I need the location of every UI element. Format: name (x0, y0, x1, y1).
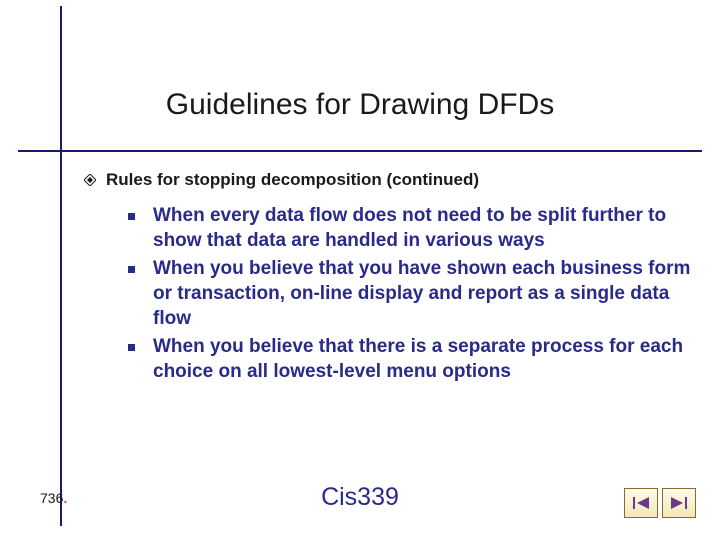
list-item: When you believe that you have shown eac… (128, 257, 694, 331)
square-bullet-icon (128, 266, 135, 273)
list-item-text: When you believe that you have shown eac… (153, 257, 694, 331)
level1-item: Rules for stopping decomposition (contin… (84, 170, 694, 190)
footer-brand: Cis339 (0, 483, 720, 512)
content-area: Rules for stopping decomposition (contin… (84, 170, 694, 389)
list-item-text: When every data flow does not need to be… (153, 204, 694, 253)
list-item: When you believe that there is a separat… (128, 335, 694, 384)
square-bullet-icon (128, 213, 135, 220)
list-item-text: When you believe that there is a separat… (153, 335, 694, 384)
arrow-left-icon (632, 495, 650, 511)
level2-list: When every data flow does not need to be… (128, 204, 694, 385)
vertical-divider (60, 6, 62, 526)
square-bullet-icon (128, 344, 135, 351)
diamond-bullet-icon (84, 174, 96, 186)
prev-button[interactable] (624, 488, 658, 518)
nav-buttons (624, 488, 696, 518)
next-button[interactable] (662, 488, 696, 518)
slide-title: Guidelines for Drawing DFDs (0, 88, 720, 122)
horizontal-divider (18, 150, 702, 152)
level1-text: Rules for stopping decomposition (contin… (106, 170, 479, 190)
arrow-right-icon (670, 495, 688, 511)
list-item: When every data flow does not need to be… (128, 204, 694, 253)
